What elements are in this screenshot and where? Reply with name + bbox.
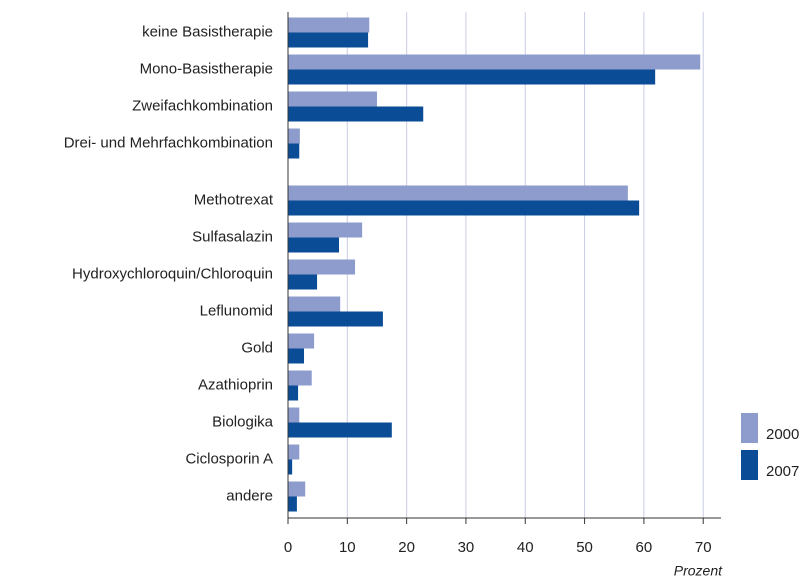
bar bbox=[288, 348, 305, 364]
bar bbox=[288, 106, 424, 122]
bar bbox=[288, 496, 297, 512]
bar bbox=[288, 91, 377, 107]
bar bbox=[288, 296, 341, 312]
x-axis-label: Prozent bbox=[674, 563, 723, 579]
x-tick-label: 0 bbox=[284, 539, 292, 556]
bar bbox=[288, 222, 363, 238]
bar bbox=[288, 185, 628, 201]
bar bbox=[288, 143, 300, 159]
y-tick-label: Ciclosporin A bbox=[185, 450, 273, 467]
x-tick-label: 50 bbox=[576, 539, 593, 556]
bar bbox=[288, 69, 656, 85]
bar bbox=[288, 422, 392, 438]
y-tick-label: keine Basistherapie bbox=[142, 23, 273, 40]
x-tick-label: 30 bbox=[458, 539, 475, 556]
bar bbox=[288, 385, 299, 401]
bar bbox=[288, 459, 293, 475]
bar bbox=[288, 128, 300, 144]
y-tick-label: Sulfasalazin bbox=[192, 228, 273, 245]
bar bbox=[288, 54, 701, 70]
bar bbox=[288, 481, 306, 497]
y-tick-label: Zweifachkombination bbox=[132, 97, 273, 114]
y-tick-label: Biologika bbox=[212, 413, 274, 430]
x-tick-label: 40 bbox=[517, 539, 534, 556]
bar bbox=[288, 311, 383, 327]
y-tick-label: Gold bbox=[241, 339, 273, 356]
legend-swatch bbox=[741, 450, 758, 480]
bar bbox=[288, 444, 300, 460]
y-tick-label: Methotrexat bbox=[194, 191, 274, 208]
bar bbox=[288, 237, 340, 253]
y-tick-label: Azathioprin bbox=[198, 376, 273, 393]
bar bbox=[288, 274, 318, 290]
y-tick-label: Hydroxychloroquin/Chloroquin bbox=[72, 265, 273, 282]
x-tick-label: 20 bbox=[398, 539, 415, 556]
bar bbox=[288, 407, 300, 423]
y-tick-label: andere bbox=[226, 487, 273, 504]
y-tick-label: Drei- und Mehrfachkombination bbox=[64, 134, 273, 151]
bar bbox=[288, 200, 640, 216]
bar bbox=[288, 370, 312, 386]
bar bbox=[288, 17, 370, 33]
bar bbox=[288, 333, 315, 349]
x-tick-label: 60 bbox=[636, 539, 653, 556]
bar bbox=[288, 32, 369, 48]
legend-swatch bbox=[741, 413, 758, 443]
x-tick-label: 10 bbox=[339, 539, 356, 556]
legend-label: 2007 bbox=[766, 463, 799, 480]
legend-label: 2000 bbox=[766, 426, 799, 443]
x-tick-label: 70 bbox=[695, 539, 712, 556]
y-tick-label: Mono-Basistherapie bbox=[140, 60, 273, 77]
bar bbox=[288, 259, 356, 275]
y-tick-label: Leflunomid bbox=[200, 302, 273, 319]
